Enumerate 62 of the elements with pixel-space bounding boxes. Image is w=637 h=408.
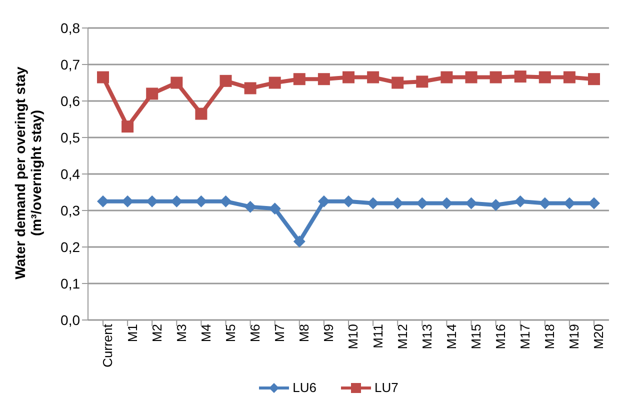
point <box>563 71 576 84</box>
point <box>342 195 354 208</box>
point <box>318 195 330 208</box>
x-tick-label: M18 <box>542 324 558 350</box>
y-tick-label: 0,7 <box>60 56 80 72</box>
x-tick-label: M15 <box>468 324 484 350</box>
x-tick-label: M10 <box>346 324 361 350</box>
point <box>244 82 256 94</box>
x-tick-label: M14 <box>444 324 459 350</box>
y-tick-label: 0,4 <box>60 166 80 182</box>
point <box>538 71 551 84</box>
x-tick-label: M5 <box>222 324 238 342</box>
x-tick-label: M7 <box>272 324 288 342</box>
point <box>367 71 380 84</box>
x-tick-label: M1 <box>124 324 140 342</box>
point <box>146 88 158 100</box>
point <box>220 74 232 87</box>
x-tick-label: M20 <box>591 324 606 350</box>
point <box>514 195 526 208</box>
point <box>318 73 330 86</box>
y-tick-label: 0,6 <box>60 92 80 109</box>
point <box>97 195 109 208</box>
y-tick-label: 0,5 <box>60 129 80 146</box>
point <box>195 108 208 120</box>
y-tick-label: 0,3 <box>60 202 80 218</box>
x-tick-label: M3 <box>174 324 189 342</box>
point <box>440 71 453 84</box>
point <box>293 73 306 86</box>
point <box>268 76 281 89</box>
x-tick-label: M11 <box>370 324 386 348</box>
y-tick-label: 0,8 <box>60 20 80 36</box>
legend-label: LU7 <box>374 380 398 395</box>
point <box>122 120 134 133</box>
point <box>342 71 354 84</box>
x-tick-label: M8 <box>296 324 312 342</box>
y-tick-label: 0,1 <box>60 275 80 292</box>
point <box>465 71 478 84</box>
x-tick-label: M6 <box>248 324 263 342</box>
x-tick-label: M9 <box>321 324 336 342</box>
x-tick-label: M12 <box>394 324 410 350</box>
y-tick-label: 0,2 <box>60 238 80 255</box>
point <box>293 236 306 248</box>
x-tick-label: Current <box>100 324 116 368</box>
x-tick-label: M2 <box>149 324 164 342</box>
x-tick-label: M17 <box>518 324 533 350</box>
point <box>588 73 600 86</box>
legend-label: LU6 <box>292 380 316 395</box>
x-tick-label: M13 <box>419 324 434 350</box>
point <box>170 76 183 89</box>
point <box>416 76 428 88</box>
x-tick-label: M16 <box>493 324 508 350</box>
x-tick-label: M4 <box>198 324 214 342</box>
y-axis-title: Water demand per overingt stay (m³/overnight stay) <box>12 66 44 282</box>
point <box>392 76 404 89</box>
point <box>97 71 109 84</box>
point <box>490 199 502 212</box>
point <box>490 71 502 84</box>
point <box>514 70 526 83</box>
point <box>244 200 256 213</box>
point <box>588 197 600 210</box>
x-tick-label: M19 <box>566 324 582 350</box>
y-tick-label: 0,0 <box>60 312 80 328</box>
